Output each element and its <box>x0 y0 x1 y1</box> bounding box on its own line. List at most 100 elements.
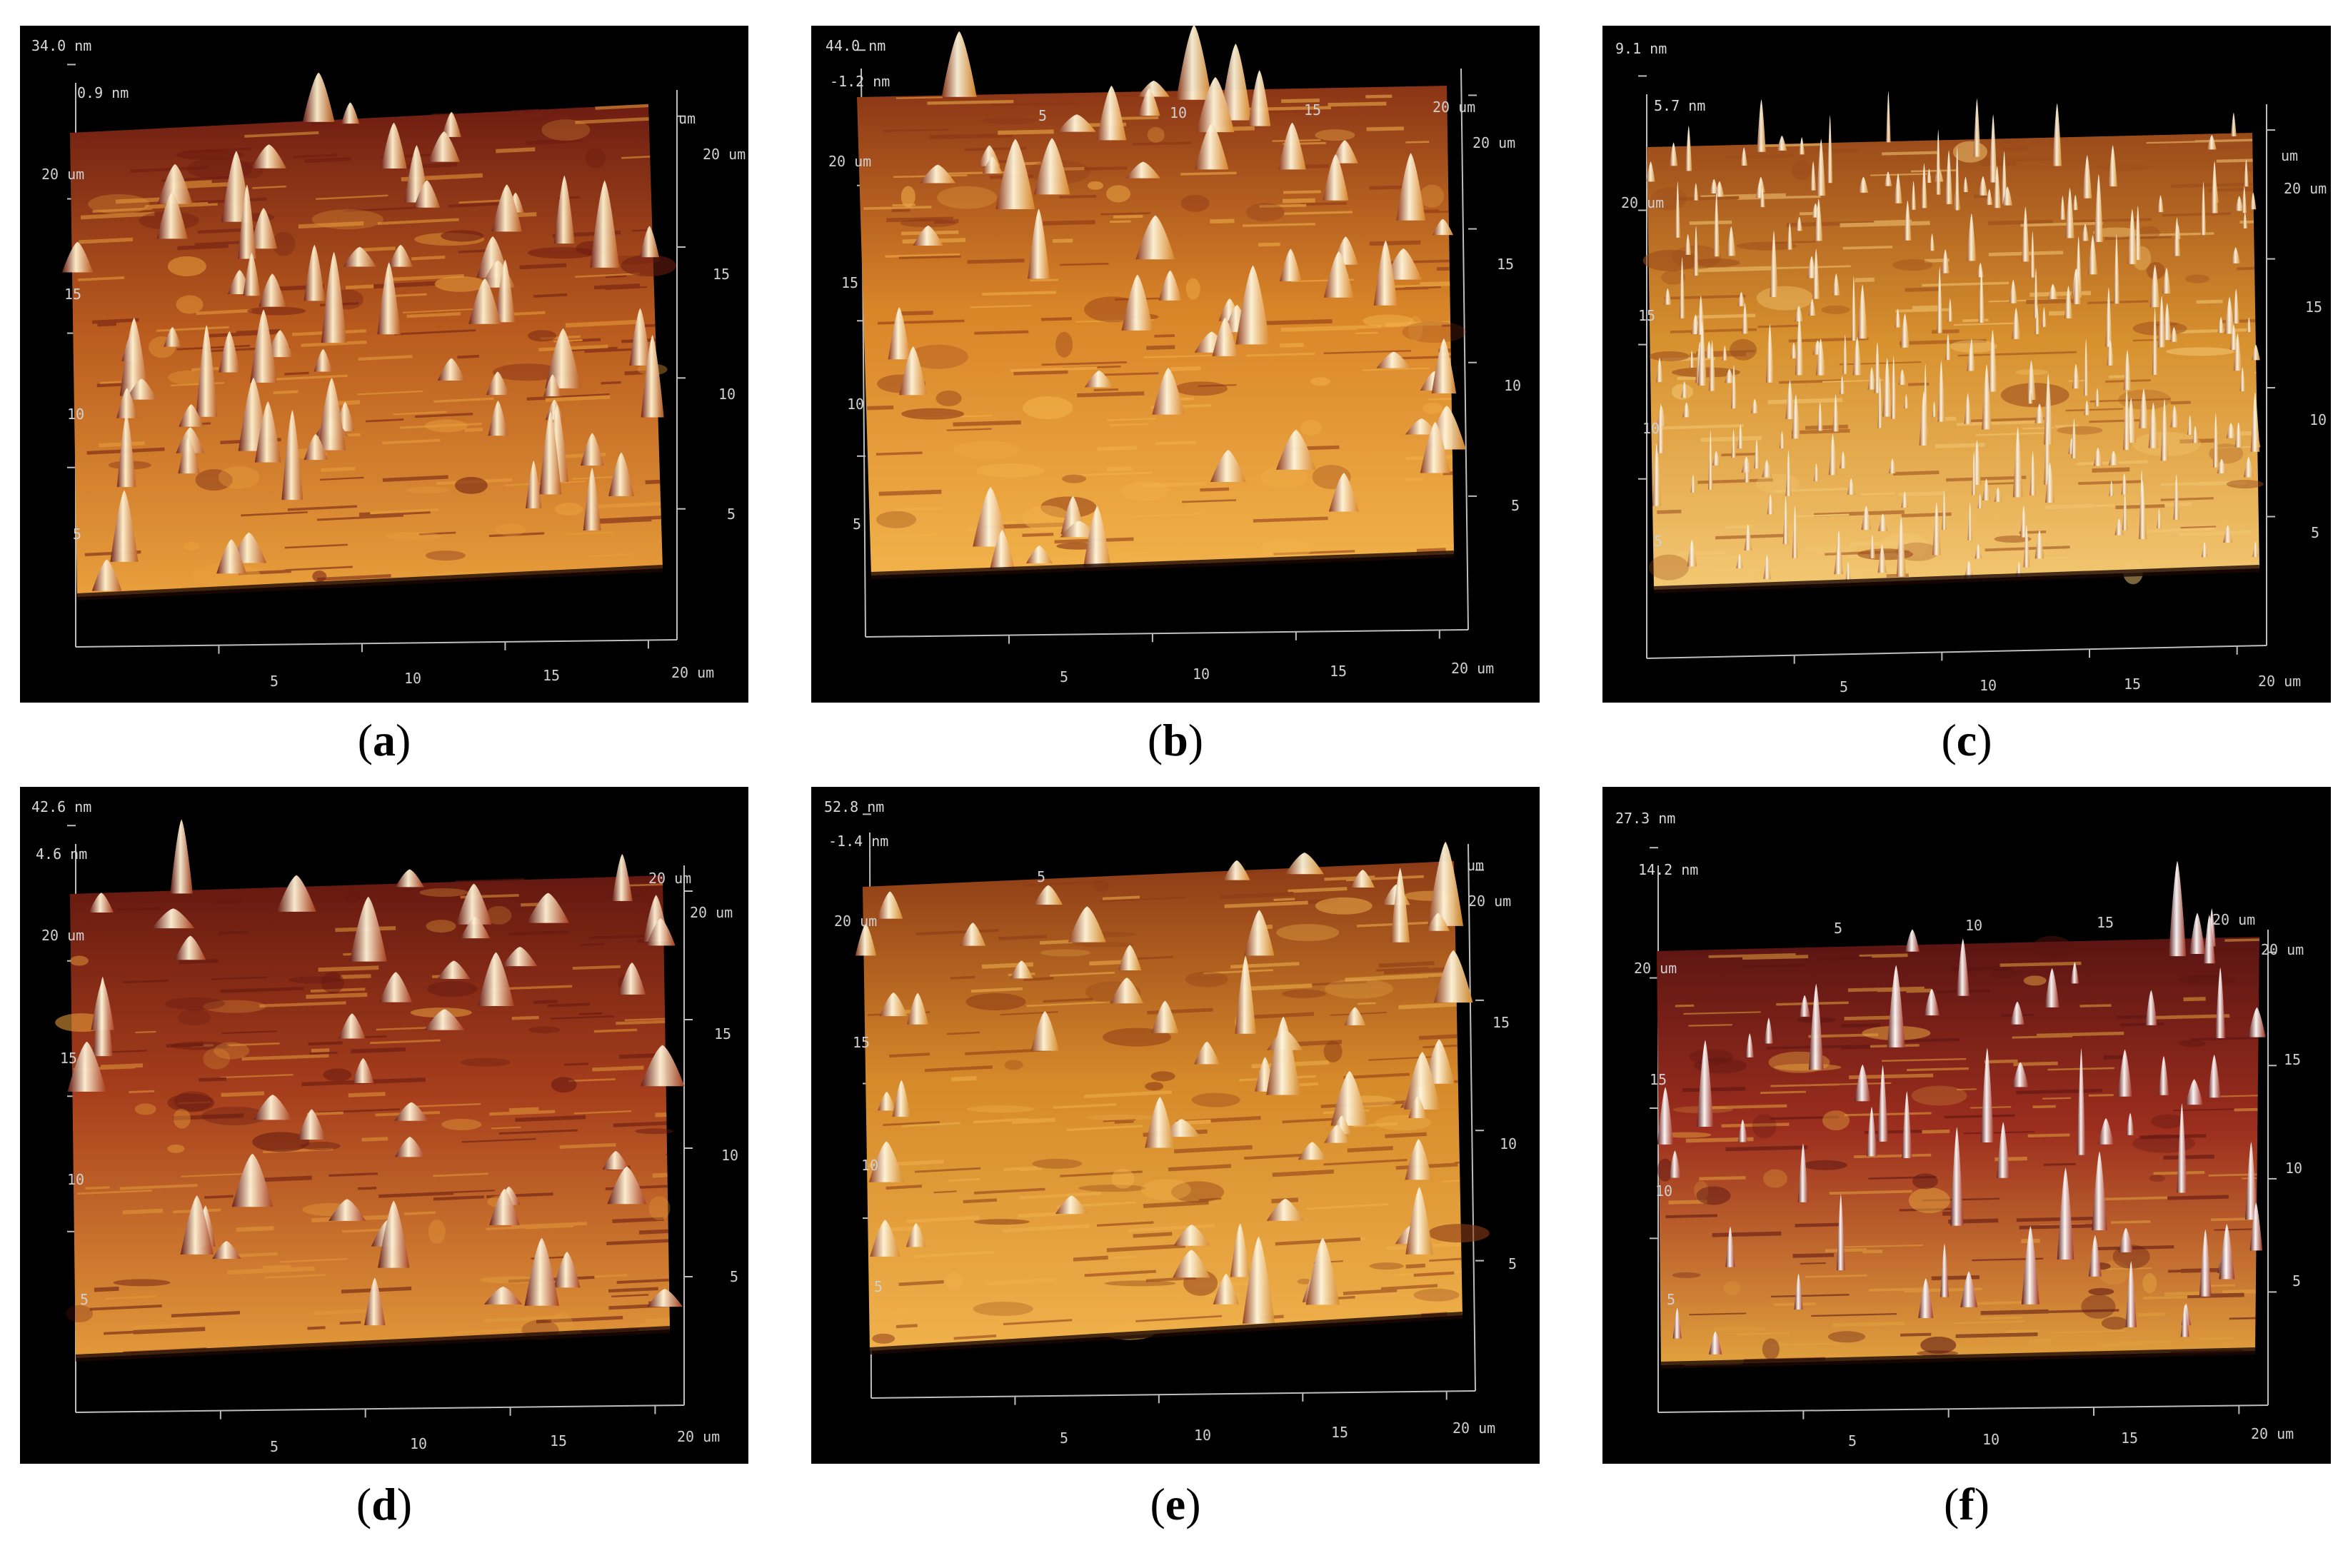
y-tick-20: 20 um <box>1634 960 1677 977</box>
x-tick-5: 5 <box>1060 1429 1069 1447</box>
z-min-label: 4.6 nm <box>36 845 88 863</box>
back-tick-10: 10 <box>1965 917 1983 934</box>
back-tick-20: 20 um <box>2212 911 2256 928</box>
back-tick-15: 15 <box>2097 914 2114 931</box>
back-tick-10: 10 <box>1170 104 1188 121</box>
right-tick-10: 10 <box>1504 377 1522 394</box>
x-tick-5: 5 <box>1060 668 1069 685</box>
y-tick-20: 20 um <box>828 153 872 170</box>
y-tick-20: 20 um <box>834 913 878 930</box>
afm-panel-c: 9.1 nm 5.7 nm 5 10 15 20 um 5 10 15 20 u… <box>1602 26 2331 703</box>
right-tick-15: 15 <box>2284 1051 2302 1068</box>
z-max-label: 34.0 nm <box>31 37 92 54</box>
back-tick-5: 5 <box>1834 920 1843 937</box>
z-max-label: 42.6 nm <box>31 798 92 815</box>
x-tick-10: 10 <box>410 1435 428 1452</box>
x-tick-20: 20 um <box>671 664 715 681</box>
right-tick-15: 15 <box>1492 1014 1510 1031</box>
right-tick-10: 10 <box>721 1147 739 1164</box>
right-tick-5: 5 <box>727 506 736 523</box>
right-tick-5: 5 <box>2311 524 2320 541</box>
right-tick-10: 10 <box>1500 1135 1517 1152</box>
caption-b: (b) <box>1147 715 1204 765</box>
afm-surface-f <box>1650 847 2277 1419</box>
right-tick-10: 10 <box>2285 1160 2303 1177</box>
x-tick-15: 15 <box>543 667 561 684</box>
y-tick-20: 20 um <box>41 166 85 183</box>
afm-panel-b: 44.0 nm -1.2 nm 5 10 15 20 um 5 10 15 20… <box>811 26 1540 703</box>
right-tick-15: 15 <box>713 266 731 283</box>
x-tick-5: 5 <box>1840 678 1849 695</box>
right-tick-20: 20 um <box>1468 893 1512 910</box>
z-max-label: 44.0 nm <box>826 37 886 54</box>
y-tick-20: 20 um <box>1621 194 1665 211</box>
back-tick: um <box>2281 147 2299 164</box>
x-tick-20: 20 um <box>2251 1425 2294 1442</box>
right-tick-15: 15 <box>2305 298 2323 316</box>
right-tick-20: 20 um <box>2284 180 2327 197</box>
y-tick-15: 15 <box>853 1034 871 1051</box>
x-tick-20: 20 um <box>2258 673 2302 690</box>
x-tick-15: 15 <box>2121 1429 2139 1447</box>
afm-panel-f: 27.3 nm 14.2 nm 5 10 15 20 um 5 10 15 20… <box>1602 787 2331 1464</box>
back-tick-20: 20 um <box>1433 99 1476 116</box>
y-tick-10: 10 <box>847 396 865 413</box>
y-tick-5: 5 <box>874 1278 883 1295</box>
back-tick-5: 5 <box>1038 107 1048 124</box>
x-tick-10: 10 <box>1193 665 1210 683</box>
y-tick-5: 5 <box>1667 1291 1676 1308</box>
x-tick-5: 5 <box>1848 1432 1857 1449</box>
back-tick-um: um <box>1467 857 1485 874</box>
right-tick-15: 15 <box>1497 256 1515 273</box>
caption-d: (d) <box>356 1479 413 1529</box>
y-tick-5: 5 <box>73 526 82 543</box>
y-tick-20: 20 um <box>41 927 85 944</box>
x-tick-5: 5 <box>270 1438 279 1455</box>
y-tick-5: 5 <box>1654 533 1663 550</box>
y-tick-15: 15 <box>64 286 82 303</box>
right-tick-5: 5 <box>730 1268 739 1285</box>
x-tick-10: 10 <box>1980 677 1997 694</box>
z-min-label: 0.9 nm <box>77 84 129 101</box>
y-tick-15: 15 <box>60 1050 78 1067</box>
caption-e: (e) <box>1150 1479 1201 1529</box>
x-tick-15: 15 <box>1330 663 1348 680</box>
z-min-label: -1.2 nm <box>830 73 890 90</box>
right-tick-20: 20 um <box>2261 941 2304 958</box>
z-max-label: 52.8 nm <box>824 798 885 815</box>
caption-c: (c) <box>1941 715 1992 765</box>
x-tick-15: 15 <box>550 1432 568 1449</box>
back-tick: um <box>678 110 696 127</box>
y-tick-15: 15 <box>1638 307 1656 324</box>
y-tick-5: 5 <box>853 516 862 533</box>
z-min-label: 5.7 nm <box>1654 97 1706 114</box>
y-tick-10: 10 <box>1655 1182 1673 1200</box>
right-tick-5: 5 <box>2292 1272 2302 1290</box>
x-tick-5: 5 <box>270 673 279 690</box>
z-max-label: 9.1 nm <box>1615 40 1667 57</box>
afm-panel-a: 34.0 nm 0.9 nm 5 10 15 20 um 5 10 15 20 … <box>20 26 748 703</box>
afm-surface-a <box>61 64 686 654</box>
back-tick-15: 15 <box>1304 101 1322 119</box>
y-tick-15: 15 <box>1650 1071 1667 1088</box>
caption-f: (f) <box>1944 1479 1990 1529</box>
x-tick-20: 20 um <box>1451 660 1495 677</box>
right-tick-5: 5 <box>1508 1255 1517 1272</box>
y-tick-15: 15 <box>841 274 859 291</box>
right-tick-20: 20 um <box>690 904 733 921</box>
afm-surface-b <box>857 26 1477 644</box>
afm-surface-e <box>855 813 1490 1405</box>
right-tick-10: 10 <box>718 386 736 403</box>
x-tick-15: 15 <box>2124 675 2142 693</box>
right-tick-20: 20 um <box>1472 134 1516 151</box>
back-tick: 20 um <box>648 870 692 887</box>
right-tick-20: 20 um <box>703 146 746 163</box>
y-tick-10: 10 <box>1642 420 1660 437</box>
x-tick-20: 20 um <box>677 1428 721 1445</box>
z-min-label: 14.2 nm <box>1638 861 1699 878</box>
caption-a: (a) <box>357 715 411 765</box>
back-tick-5: 5 <box>1037 868 1046 885</box>
y-tick-10: 10 <box>861 1157 879 1174</box>
z-min-label: -1.4 nm <box>828 833 889 850</box>
y-tick-10: 10 <box>67 1171 85 1188</box>
